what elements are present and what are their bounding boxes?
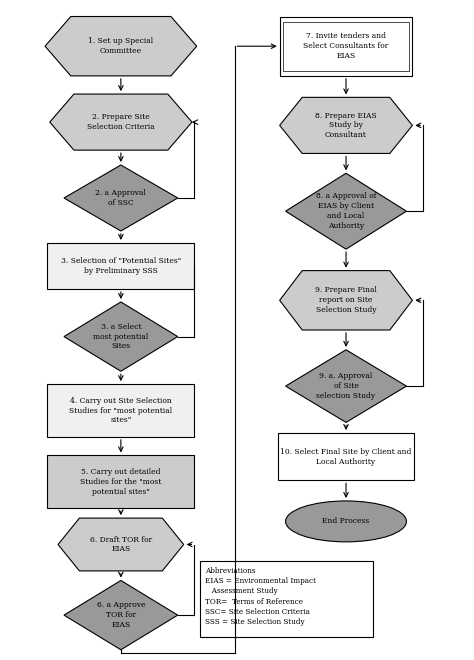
Text: 1. Set up Special
Committee: 1. Set up Special Committee xyxy=(88,38,154,55)
Text: 8. a Approval of
EIAS by Client
and Local
Authority: 8. a Approval of EIAS by Client and Loca… xyxy=(316,193,376,230)
Text: 6. a Approve
TOR for
EIAS: 6. a Approve TOR for EIAS xyxy=(97,601,145,629)
Text: 6. Draft TOR for
EIAS: 6. Draft TOR for EIAS xyxy=(90,536,152,553)
Text: End Process: End Process xyxy=(322,517,370,525)
Polygon shape xyxy=(50,94,192,150)
Bar xyxy=(279,433,413,480)
Text: 5. Carry out detailed
Studies for the "most
potential sites": 5. Carry out detailed Studies for the "m… xyxy=(80,468,162,496)
Text: 10. Select Final Site by Client and
Local Authority: 10. Select Final Site by Client and Loca… xyxy=(280,448,412,465)
Polygon shape xyxy=(280,271,412,330)
Bar xyxy=(47,243,194,289)
Bar xyxy=(47,384,194,437)
Polygon shape xyxy=(285,350,406,422)
Text: 2. a Approval
of SSC: 2. a Approval of SSC xyxy=(95,189,146,207)
Polygon shape xyxy=(64,302,178,371)
Polygon shape xyxy=(285,173,406,249)
Bar xyxy=(200,561,373,636)
Ellipse shape xyxy=(285,501,406,542)
Text: 3. Selection of "Potential Sites"
by Preliminary SSS: 3. Selection of "Potential Sites" by Pre… xyxy=(61,257,181,275)
Polygon shape xyxy=(280,98,412,153)
Bar xyxy=(283,22,409,71)
Text: 4. Carry out Site Selection
Studies for "most potential
sites": 4. Carry out Site Selection Studies for … xyxy=(69,397,173,424)
Text: Abbreviations
EIAS = Environmental Impact
   Assessment Study
TOR=  Terms of Ref: Abbreviations EIAS = Environmental Impac… xyxy=(205,568,316,626)
Polygon shape xyxy=(64,581,178,649)
Text: 3. a Select
most potential
Sites: 3. a Select most potential Sites xyxy=(93,323,148,350)
Bar xyxy=(280,16,412,76)
Polygon shape xyxy=(45,16,197,76)
Polygon shape xyxy=(58,518,184,571)
Text: 7. Invite tenders and
Select Consultants for
EIAS: 7. Invite tenders and Select Consultants… xyxy=(303,32,389,60)
Text: 2. Prepare Site
Selection Criteria: 2. Prepare Site Selection Criteria xyxy=(87,114,155,131)
Bar xyxy=(47,455,194,508)
Text: 8. Prepare EIAS
Study by
Consultant: 8. Prepare EIAS Study by Consultant xyxy=(315,112,377,139)
Text: 9. Prepare Final
report on Site
Selection Study: 9. Prepare Final report on Site Selectio… xyxy=(315,286,377,314)
Text: 9. a. Approval
of Site
selection Study: 9. a. Approval of Site selection Study xyxy=(317,372,375,400)
Polygon shape xyxy=(64,165,178,231)
